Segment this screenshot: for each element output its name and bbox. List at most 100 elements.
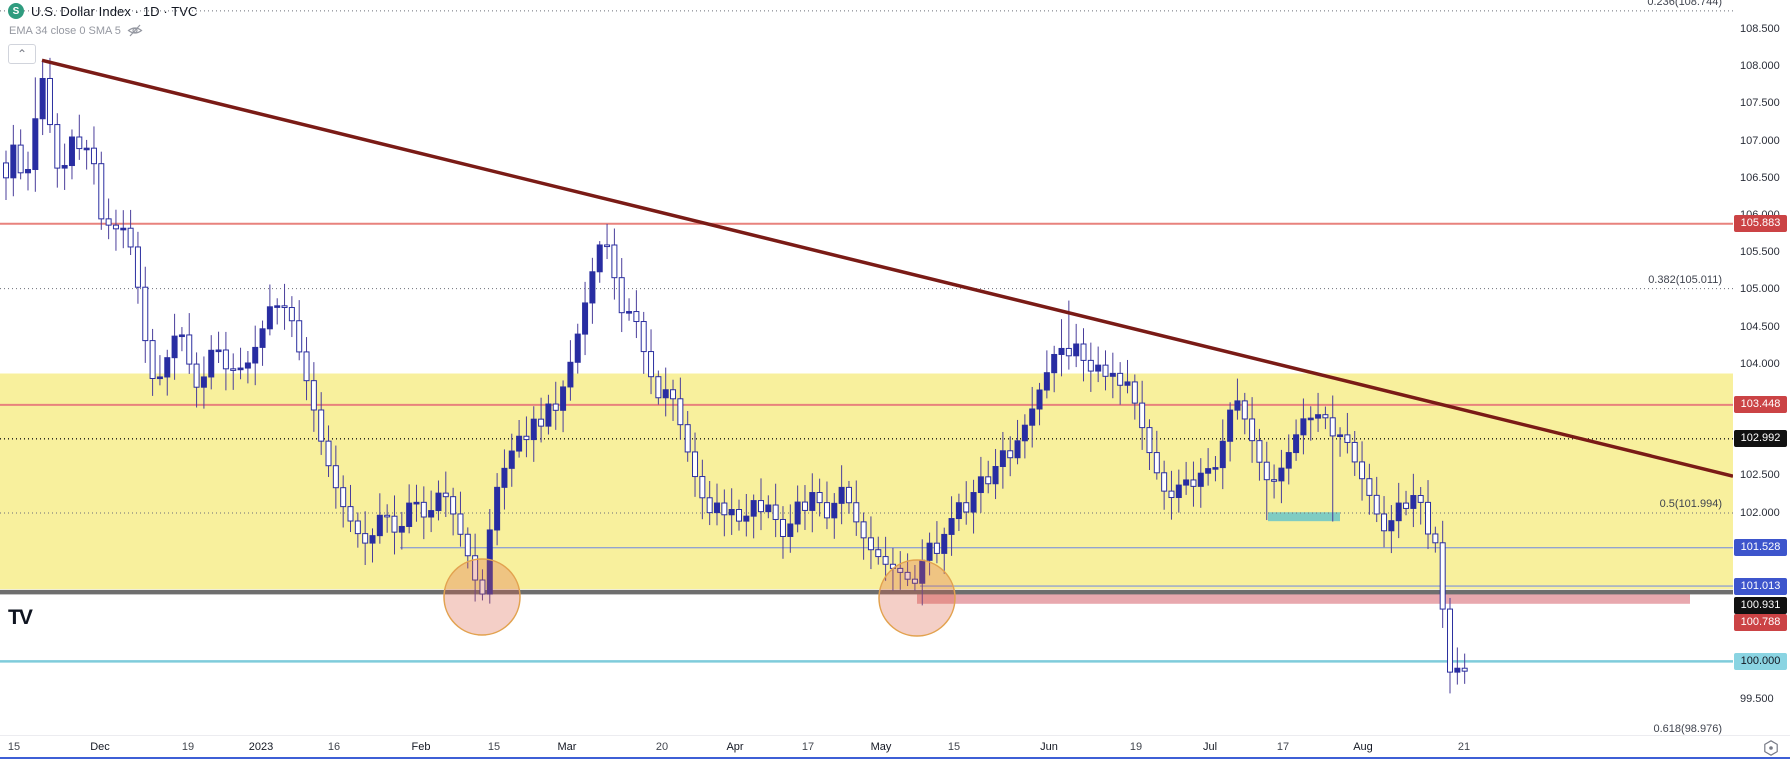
price-label-chip: 105.883 <box>1734 215 1787 233</box>
candle-body <box>61 165 68 169</box>
price-tick-label: 102.500 <box>1740 469 1780 482</box>
candle-body <box>801 501 808 511</box>
candle-body <box>288 307 295 322</box>
candle-body <box>369 535 376 544</box>
candle-body <box>259 328 266 348</box>
candle-body <box>1322 414 1329 419</box>
candle-body <box>1234 400 1241 411</box>
candlestick-series <box>3 57 1468 694</box>
candle-body <box>1080 343 1087 361</box>
candle-body <box>567 361 574 388</box>
candle-body <box>985 476 992 485</box>
candle-body <box>384 514 391 518</box>
time-tick-label: Dec <box>90 741 110 753</box>
candle-body <box>318 409 325 442</box>
candle-body <box>933 542 940 554</box>
candle-body <box>750 500 757 517</box>
time-tick-label: 2023 <box>248 741 274 753</box>
candle-body <box>46 77 53 126</box>
candle-body <box>105 218 112 226</box>
price-tick-label: 104.000 <box>1740 357 1780 370</box>
candle-body <box>354 520 361 535</box>
candle-body <box>779 518 786 537</box>
candle-body <box>362 533 369 544</box>
candle-body <box>699 476 706 499</box>
candle-body <box>911 578 918 584</box>
time-tick-label: Jun <box>1040 741 1058 753</box>
candle-body <box>325 440 332 467</box>
candle-body <box>1007 450 1014 459</box>
candle-body <box>76 136 83 150</box>
tradingview-logo[interactable]: TV <box>8 606 33 629</box>
candle-body <box>1256 440 1263 463</box>
candle-body <box>816 492 823 504</box>
candle-body <box>1410 495 1417 509</box>
candle-body <box>897 567 904 573</box>
candle-body <box>1029 408 1036 426</box>
time-tick-label: 20 <box>655 741 669 753</box>
candle-body <box>1146 427 1153 454</box>
candle-body <box>1058 347 1065 355</box>
price-label-chip: 101.013 <box>1734 577 1787 595</box>
candle-body <box>516 435 523 452</box>
candle-body <box>501 467 508 488</box>
time-tick-label: 15 <box>487 741 501 753</box>
candle-body <box>472 555 479 581</box>
eye-off-icon[interactable] <box>127 24 143 37</box>
candle-body <box>244 362 251 369</box>
candle-body <box>538 418 545 427</box>
price-tick-label: 108.500 <box>1740 23 1780 36</box>
candle-body <box>684 424 691 453</box>
candle-body <box>32 118 39 170</box>
candle-body <box>1102 364 1109 377</box>
candle-body <box>332 465 339 489</box>
candle-body <box>1271 479 1278 482</box>
candle-body <box>398 525 405 533</box>
candle-body <box>838 486 845 504</box>
candlestick-chart-plot[interactable] <box>0 0 1733 735</box>
candle-body <box>604 244 611 248</box>
indicator-label[interactable]: EMA 34 close 0 SMA 5 <box>9 24 121 37</box>
candle-body <box>3 162 9 179</box>
candle-body <box>1021 424 1028 442</box>
candle-body <box>1205 468 1212 474</box>
candle-body <box>618 277 625 314</box>
candle-body <box>999 450 1006 468</box>
price-tick-label: 99.500 <box>1740 692 1774 705</box>
candle-body <box>648 351 655 378</box>
time-tick-label: 19 <box>1129 741 1143 753</box>
price-label-chip: 101.528 <box>1734 539 1787 557</box>
price-scale[interactable]: 108.500108.000107.500107.000106.500106.0… <box>1733 0 1790 735</box>
candle-body <box>208 349 215 378</box>
candle-body <box>1175 484 1182 499</box>
candle-body <box>164 357 171 378</box>
candle-body <box>530 418 537 441</box>
candle-body <box>809 492 816 511</box>
candle-body <box>274 305 281 308</box>
candle-body <box>266 306 273 330</box>
candle-body <box>464 533 471 557</box>
candle-body <box>120 227 127 231</box>
symbol-title[interactable]: U.S. Dollar Index · 1D · TVC <box>31 3 198 19</box>
price-label-chip: 100.788 <box>1734 613 1787 631</box>
candle-body <box>626 311 633 314</box>
collapse-toolbar-button[interactable]: ⌃ <box>8 44 36 64</box>
candle-body <box>112 224 119 230</box>
candle-body <box>296 320 303 353</box>
candle-body <box>882 556 889 565</box>
price-label-chip: 103.448 <box>1734 396 1787 414</box>
candle-body <box>1403 502 1410 509</box>
candle-body <box>692 451 699 478</box>
candle-body <box>596 244 603 273</box>
candle-body <box>237 367 244 371</box>
candle-body <box>1381 513 1388 532</box>
candle-body <box>1351 441 1358 463</box>
candle-body <box>1395 502 1402 522</box>
candle-body <box>706 497 713 514</box>
candle-body <box>450 496 457 515</box>
time-axis[interactable]: 15 Dec 19 2023 16 Feb 15 Mar 20 Apr 17 May 15 Jun 19 Ju… <box>0 735 1790 759</box>
candle-body <box>54 124 61 169</box>
axis-settings-gear-icon[interactable] <box>1762 739 1780 757</box>
candle-body <box>662 389 669 399</box>
candle-body <box>1241 400 1248 420</box>
